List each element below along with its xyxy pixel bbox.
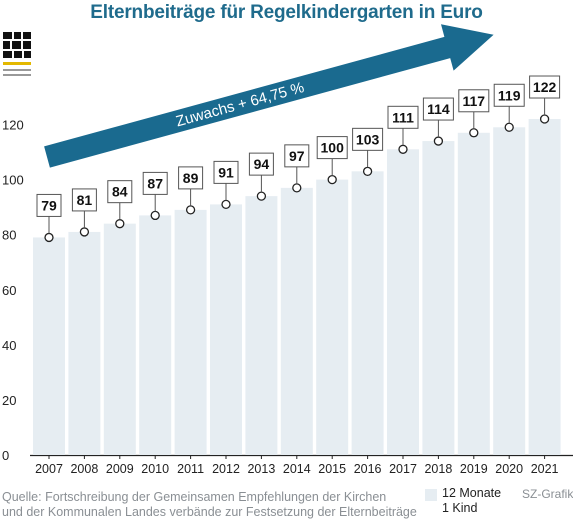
data-label: 119 (498, 87, 521, 103)
data-label-box (387, 105, 419, 129)
x-tick-label: 2008 (70, 462, 98, 476)
data-point (398, 144, 408, 154)
bar (139, 215, 172, 455)
x-tick-label: 2018 (424, 462, 452, 476)
x-tick-label: 2019 (460, 462, 488, 476)
legend-label-line-1: 12 Monate (442, 486, 502, 500)
data-point (327, 174, 337, 185)
data-label-box (107, 180, 133, 204)
data-label: 114 (427, 101, 450, 117)
data-point (115, 219, 125, 229)
x-tick-label: 2009 (106, 462, 134, 476)
data-point (150, 210, 160, 221)
growth-annotation: Zuwachs + 64,75 % (174, 79, 306, 130)
data-point (539, 114, 550, 124)
data-label-box (248, 152, 274, 176)
data-label-box (458, 89, 490, 113)
growth-arrow-icon (44, 24, 494, 168)
data-label-box (284, 144, 310, 168)
x-tick-label: 2017 (389, 462, 417, 476)
data-point (256, 191, 267, 201)
y-tick-label: 60 (2, 283, 16, 298)
bar (316, 179, 349, 455)
data-label: 117 (463, 93, 486, 109)
bar (351, 171, 384, 455)
data-label-box (352, 127, 384, 151)
y-tick-label: 0 (2, 448, 9, 463)
x-tick-label: 2013 (247, 462, 275, 476)
x-tick-label: 2007 (35, 462, 63, 476)
sz-logo-icon (3, 32, 31, 76)
data-label: 87 (147, 175, 163, 191)
bar (210, 204, 242, 455)
data-label: 100 (321, 140, 345, 156)
data-point (185, 205, 196, 215)
data-label: 91 (218, 164, 234, 180)
data-label: 89 (183, 170, 199, 186)
y-tick-label: 80 (2, 228, 16, 243)
source-line-1: Quelle: Fortschreibung der Gemeinsamen E… (2, 490, 387, 504)
data-label: 122 (533, 79, 557, 95)
chart-title: Elternbeiträge für Regelkindergarten in … (90, 2, 483, 23)
y-tick-label: 120 (2, 118, 24, 133)
y-tick-label: 100 (2, 173, 24, 188)
data-label-box (178, 166, 204, 190)
data-label-box (142, 171, 168, 195)
x-tick-label: 2011 (177, 462, 204, 476)
data-point (433, 136, 444, 146)
x-tick-label: 2020 (495, 462, 523, 476)
legend-label-line-2: 1 Kind (442, 501, 478, 515)
data-label-box (36, 193, 62, 217)
x-tick-label: 2014 (283, 462, 311, 476)
data-label-box (422, 97, 454, 121)
data-label: 111 (392, 109, 414, 125)
source-line-2: und der Kommunalen Landes verbände zur F… (2, 505, 417, 519)
data-label-box (213, 160, 239, 184)
data-label: 94 (254, 156, 270, 172)
data-label-box (529, 75, 561, 99)
y-tick-label: 40 (2, 338, 16, 353)
y-tick-label: 20 (2, 393, 16, 408)
bar (528, 119, 561, 456)
data-point (504, 122, 514, 132)
data-label: 103 (356, 131, 380, 147)
x-tick-label: 2016 (354, 462, 382, 476)
data-point (469, 128, 479, 138)
bar (493, 127, 526, 456)
data-label: 79 (41, 197, 57, 213)
legend-swatch (425, 489, 437, 501)
bar (103, 223, 136, 455)
bar (245, 196, 278, 455)
source-note: Quelle: Fortschreibung der Gemeinsamen E… (2, 490, 417, 520)
data-point (221, 199, 231, 210)
bar (280, 187, 313, 455)
x-tick-label: 2015 (318, 462, 346, 476)
bar (457, 132, 490, 456)
data-point (44, 232, 54, 243)
x-tick-label: 2021 (531, 462, 559, 476)
data-label: 81 (77, 192, 93, 208)
bar (422, 141, 455, 455)
data-label-box (71, 188, 97, 212)
credit: SZ-Grafik (522, 487, 573, 501)
bar (33, 237, 65, 455)
bar (174, 209, 207, 455)
data-point (292, 183, 302, 193)
data-point (362, 166, 373, 176)
bar (68, 231, 101, 455)
data-point (79, 227, 90, 237)
data-label: 97 (289, 148, 305, 164)
data-label: 84 (112, 184, 128, 200)
x-tick-label: 2010 (141, 462, 169, 476)
data-label-box (316, 136, 348, 160)
x-tick-label: 2012 (212, 462, 240, 476)
data-label-box (493, 83, 525, 107)
bar (387, 149, 419, 455)
